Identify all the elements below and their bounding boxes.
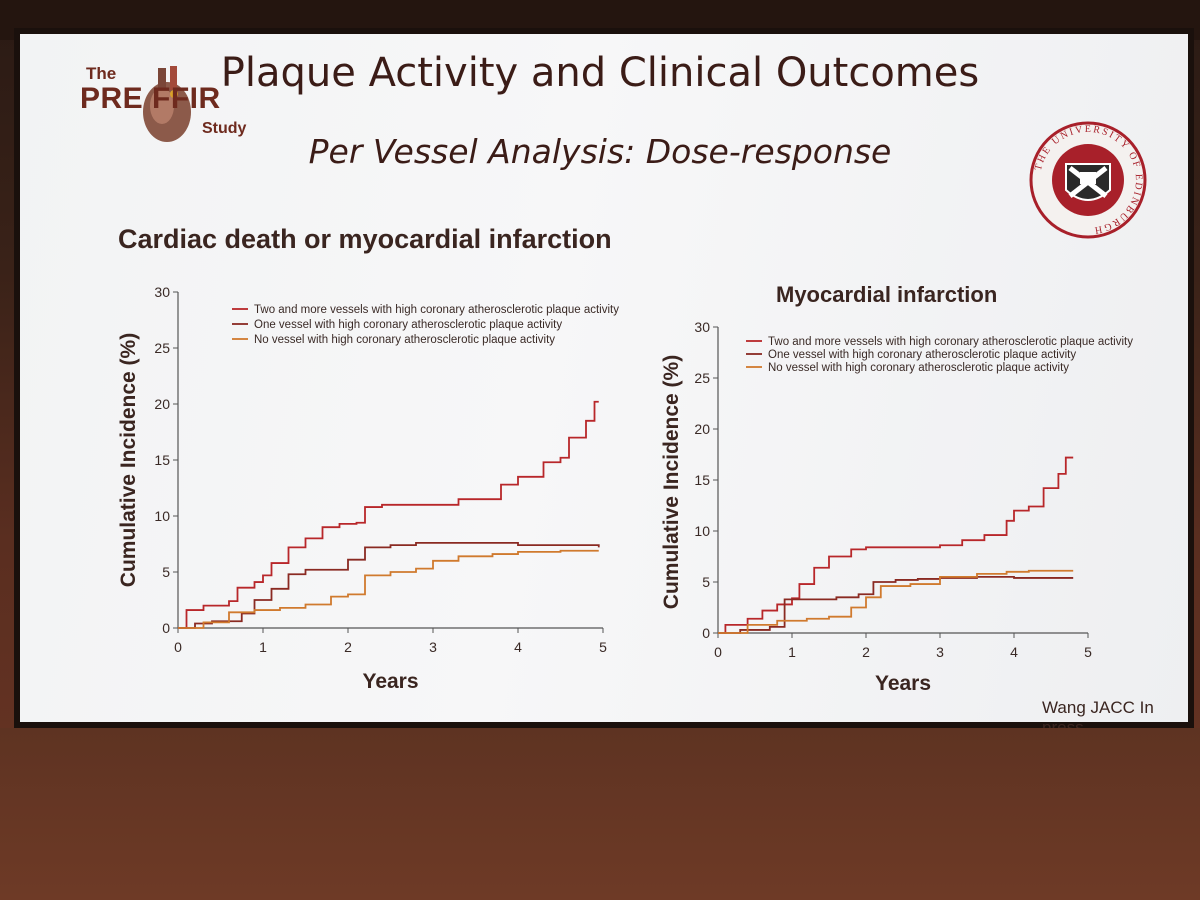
legend-label: One vessel with high coronary atheroscle… (254, 319, 562, 331)
slide-subtitle: Per Vessel Analysis: Dose-response (308, 132, 892, 171)
x-tick-label: 1 (788, 644, 796, 660)
series-line-two-plus (718, 456, 1074, 634)
series-line-one (178, 541, 600, 629)
x-tick-label: 1 (259, 639, 267, 655)
y-tick-label: 0 (702, 625, 710, 641)
series-line-none (178, 549, 599, 629)
x-tick-label: 4 (1010, 644, 1018, 660)
series-line-one (718, 576, 1074, 634)
legend-label: Two and more vessels with high coronary … (768, 336, 1133, 348)
y-tick-label: 5 (702, 574, 710, 590)
x-tick-label: 3 (936, 644, 944, 660)
legend-label: Two and more vessels with high coronary … (254, 304, 619, 316)
chart2-title: Myocardial infarction (776, 282, 998, 307)
legend-label: No vessel with high coronary atheroscler… (768, 362, 1069, 374)
chart2: 0 5 10 15 20 25 30 0 1 2 3 4 5 Years Cumulative Incide… (660, 319, 1133, 695)
chart1-title: Cardiac death or myocardial infarction (118, 224, 612, 254)
y-axis-label: Cumulative Incidence (%) (660, 355, 683, 609)
slide-title: Plaque Activity and Clinical Outcomes (220, 50, 980, 96)
y-tick-label: 25 (694, 370, 710, 386)
y-tick-label: 10 (694, 523, 710, 539)
x-tick-label: 0 (714, 644, 722, 660)
logo-name: PRE FFIR (80, 82, 221, 115)
y-tick-label: 30 (154, 284, 170, 300)
series-line-two-plus (178, 400, 599, 629)
y-tick-label: 10 (154, 508, 170, 524)
series-line-none (718, 569, 1074, 634)
y-tick-label: 25 (154, 340, 170, 356)
legend-label: No vessel with high coronary atheroscler… (254, 334, 555, 346)
room-floor (0, 728, 1200, 900)
y-tick-label: 30 (694, 319, 710, 335)
y-tick-label: 20 (154, 396, 170, 412)
x-tick-label: 2 (344, 639, 352, 655)
x-tick-label: 2 (862, 644, 870, 660)
x-axis-label: Years (875, 672, 931, 695)
projected-slide (14, 28, 1194, 728)
x-tick-label: 0 (174, 639, 182, 655)
logo-study: Study (202, 120, 247, 137)
x-tick-label: 5 (599, 639, 607, 655)
y-tick-label: 20 (694, 421, 710, 437)
prefffir-logo: The PRE FFIR Study (72, 52, 262, 152)
heart-icon (143, 66, 191, 142)
x-tick-label: 4 (514, 639, 522, 655)
y-tick-label: 0 (162, 620, 170, 636)
chart1: 0 5 10 15 20 25 30 0 1 2 3 4 5 Years Cumulative Incide… (117, 284, 619, 693)
x-tick-label: 3 (429, 639, 437, 655)
x-axis-label: Years (362, 670, 418, 693)
y-tick-label: 15 (694, 472, 710, 488)
x-tick-label: 5 (1084, 644, 1092, 660)
university-seal-logo: THE UNIVERSITY OF EDINBURGH (1029, 121, 1147, 239)
y-axis-label: Cumulative Incidence (%) (117, 333, 140, 587)
y-tick-label: 15 (154, 452, 170, 468)
legend-label: One vessel with high coronary atheroscle… (768, 349, 1076, 361)
logo-the: The (86, 64, 117, 83)
y-tick-label: 5 (162, 564, 170, 580)
